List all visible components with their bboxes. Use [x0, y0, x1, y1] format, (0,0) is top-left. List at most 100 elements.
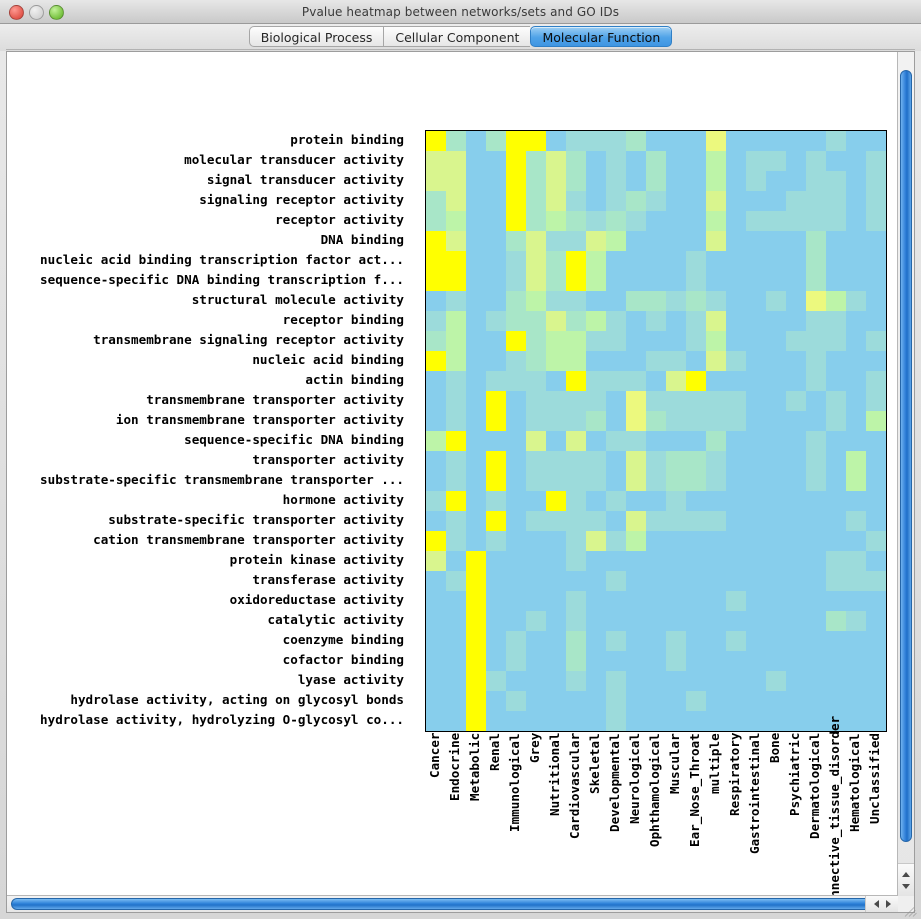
heatmap-cell[interactable]: [826, 451, 846, 471]
heatmap-cell[interactable]: [426, 151, 446, 171]
heatmap-cell[interactable]: [766, 251, 786, 271]
heatmap-cell[interactable]: [646, 691, 666, 711]
heatmap-cell[interactable]: [466, 531, 486, 551]
heatmap-cell[interactable]: [646, 291, 666, 311]
heatmap-cell[interactable]: [746, 411, 766, 431]
horizontal-scrollbar-thumb[interactable]: [11, 898, 876, 910]
heatmap-cell[interactable]: [446, 331, 466, 351]
heatmap-cell[interactable]: [826, 551, 846, 571]
heatmap-cell[interactable]: [446, 291, 466, 311]
heatmap-cell[interactable]: [526, 351, 546, 371]
heatmap-cell[interactable]: [486, 151, 506, 171]
heatmap-cell[interactable]: [726, 291, 746, 311]
heatmap-cell[interactable]: [606, 471, 626, 491]
heatmap-cell[interactable]: [586, 631, 606, 651]
heatmap-cell[interactable]: [626, 131, 646, 151]
heatmap-cell[interactable]: [766, 451, 786, 471]
heatmap-cell[interactable]: [666, 131, 686, 151]
heatmap-cell[interactable]: [746, 231, 766, 251]
heatmap-cell[interactable]: [866, 291, 886, 311]
heatmap-cell[interactable]: [486, 231, 506, 251]
heatmap-cell[interactable]: [686, 231, 706, 251]
heatmap-cell[interactable]: [486, 411, 506, 431]
heatmap-cell[interactable]: [586, 211, 606, 231]
heatmap-cell[interactable]: [586, 191, 606, 211]
heatmap-cell[interactable]: [626, 631, 646, 651]
heatmap-cell[interactable]: [866, 471, 886, 491]
heatmap-cell[interactable]: [786, 271, 806, 291]
heatmap-cell[interactable]: [446, 211, 466, 231]
heatmap-cell[interactable]: [806, 671, 826, 691]
heatmap-cell[interactable]: [706, 351, 726, 371]
heatmap-cell[interactable]: [866, 671, 886, 691]
heatmap-cell[interactable]: [486, 211, 506, 231]
heatmap-cell[interactable]: [726, 431, 746, 451]
heatmap-cell[interactable]: [526, 711, 546, 731]
heatmap-cell[interactable]: [786, 611, 806, 631]
heatmap-cell[interactable]: [666, 451, 686, 471]
heatmap-cell[interactable]: [546, 231, 566, 251]
heatmap-cell[interactable]: [546, 571, 566, 591]
heatmap-cell[interactable]: [666, 251, 686, 271]
heatmap-cell[interactable]: [466, 131, 486, 151]
heatmap-cell[interactable]: [826, 511, 846, 531]
heatmap-cell[interactable]: [706, 691, 726, 711]
heatmap-cell[interactable]: [466, 171, 486, 191]
heatmap-cell[interactable]: [546, 631, 566, 651]
heatmap-cell[interactable]: [646, 471, 666, 491]
heatmap-cell[interactable]: [786, 651, 806, 671]
heatmap-cell[interactable]: [766, 631, 786, 651]
heatmap-cell[interactable]: [746, 171, 766, 191]
heatmap-cell[interactable]: [826, 531, 846, 551]
heatmap-cell[interactable]: [786, 551, 806, 571]
heatmap-cell[interactable]: [706, 631, 726, 651]
heatmap-cell[interactable]: [626, 691, 646, 711]
heatmap-cell[interactable]: [746, 351, 766, 371]
heatmap-cell[interactable]: [806, 251, 826, 271]
heatmap-cell[interactable]: [766, 171, 786, 191]
heatmap-cell[interactable]: [486, 591, 506, 611]
heatmap-cell[interactable]: [506, 231, 526, 251]
heatmap-cell[interactable]: [526, 471, 546, 491]
heatmap-cell[interactable]: [786, 431, 806, 451]
heatmap-cell[interactable]: [846, 711, 866, 731]
heatmap-cell[interactable]: [706, 511, 726, 531]
heatmap-cell[interactable]: [866, 231, 886, 251]
heatmap-cell[interactable]: [606, 531, 626, 551]
heatmap-cell[interactable]: [426, 491, 446, 511]
heatmap-cell[interactable]: [446, 711, 466, 731]
heatmap-cell[interactable]: [606, 491, 626, 511]
heatmap-cell[interactable]: [626, 511, 646, 531]
heatmap-cell[interactable]: [646, 191, 666, 211]
heatmap-cell[interactable]: [826, 231, 846, 251]
heatmap-cell[interactable]: [846, 651, 866, 671]
heatmap-cell[interactable]: [846, 671, 866, 691]
heatmap-cell[interactable]: [866, 391, 886, 411]
heatmap-cell[interactable]: [506, 251, 526, 271]
heatmap-cell[interactable]: [746, 151, 766, 171]
heatmap-cell[interactable]: [606, 671, 626, 691]
heatmap-cell[interactable]: [786, 251, 806, 271]
heatmap-cell[interactable]: [546, 531, 566, 551]
heatmap-cell[interactable]: [726, 191, 746, 211]
heatmap-cell[interactable]: [686, 671, 706, 691]
heatmap-cell[interactable]: [686, 311, 706, 331]
heatmap-cell[interactable]: [486, 431, 506, 451]
heatmap-cell[interactable]: [826, 391, 846, 411]
heatmap-cell[interactable]: [566, 311, 586, 331]
heatmap-cell[interactable]: [646, 371, 666, 391]
heatmap-cell[interactable]: [666, 411, 686, 431]
heatmap-cell[interactable]: [546, 671, 566, 691]
heatmap-cell[interactable]: [546, 491, 566, 511]
heatmap-cell[interactable]: [526, 291, 546, 311]
heatmap-cell[interactable]: [626, 171, 646, 191]
heatmap-cell[interactable]: [506, 151, 526, 171]
heatmap-cell[interactable]: [646, 431, 666, 451]
heatmap-cell[interactable]: [806, 371, 826, 391]
heatmap-cell[interactable]: [826, 411, 846, 431]
heatmap-cell[interactable]: [666, 311, 686, 331]
heatmap-cell[interactable]: [826, 251, 846, 271]
heatmap-cell[interactable]: [526, 651, 546, 671]
heatmap-grid[interactable]: [425, 130, 887, 732]
heatmap-cell[interactable]: [686, 631, 706, 651]
